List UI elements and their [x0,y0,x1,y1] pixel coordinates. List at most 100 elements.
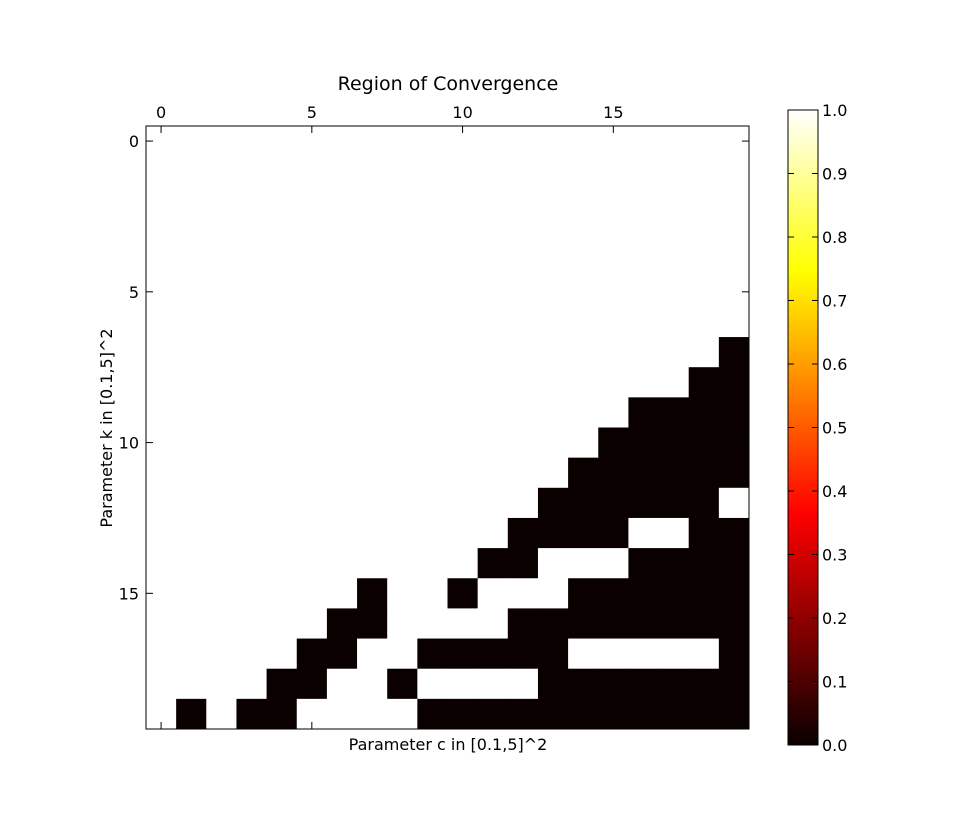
heatmap-cell [628,427,659,459]
heatmap-cell [236,487,267,519]
heatmap-cell [176,156,207,187]
heatmap-cell [568,578,599,609]
heatmap-cell [658,126,690,157]
heatmap-cell [628,156,659,187]
heatmap-cell [718,668,750,700]
heatmap-cell [236,156,267,187]
heatmap-cell [417,548,448,579]
heatmap-cell [507,668,539,700]
heatmap-cell [477,337,509,368]
heatmap-cell [628,397,659,428]
heatmap-cell [206,186,237,217]
heatmap-cell [206,156,237,187]
heatmap-cell [477,306,509,338]
heatmap-cell [326,337,358,368]
heatmap-cell [236,246,267,278]
heatmap-cell [598,246,629,278]
heatmap-cell [688,427,720,459]
heatmap-cell [417,397,448,428]
heatmap-cell [568,668,599,700]
heatmap-cell [357,668,388,700]
heatmap-cell [266,276,298,308]
heatmap-cell [447,216,479,247]
heatmap-cell [688,548,720,579]
heatmap-cell [206,427,237,459]
heatmap-cell [146,517,177,549]
heatmap-cell [417,427,448,459]
heatmap-cell [568,367,599,398]
heatmap-cell [266,306,298,338]
heatmap-cell [718,608,750,639]
heatmap-cell [357,578,388,609]
heatmap-cell [236,126,267,157]
heatmap-cell [447,548,479,579]
heatmap-cell [176,487,207,519]
y-tick-label: 15 [119,584,139,603]
heatmap-cell [718,246,750,278]
heatmap-cell [266,156,298,187]
heatmap-cell [598,427,629,459]
heatmap-cell [537,156,569,187]
heatmap-cell [176,216,207,247]
heatmap-cell [688,578,720,609]
heatmap-cell [176,608,207,639]
heatmap-cell [417,517,448,549]
heatmap-cell [357,216,388,247]
heatmap-cell [598,397,629,428]
heatmap-cell [477,246,509,278]
heatmap-cell [598,367,629,398]
heatmap-cell [176,126,207,157]
heatmap-cell [658,548,690,579]
heatmap-cell [266,246,298,278]
heatmap-cell [266,517,298,549]
heatmap-cells [146,126,750,730]
heatmap-cell [357,276,388,308]
heatmap-cell [206,246,237,278]
heatmap-cell [236,608,267,639]
heatmap-cell [628,487,659,519]
heatmap-cell [176,337,207,368]
heatmap-cell [387,698,418,730]
heatmap-cell [417,276,448,308]
heatmap-cell [507,306,539,338]
heatmap-cell [598,337,629,368]
heatmap-cell [417,337,448,368]
heatmap-cell [507,246,539,278]
heatmap-cell [236,638,267,670]
heatmap-cell [326,608,358,639]
heatmap-cell [206,548,237,579]
heatmap-cell [688,638,720,670]
heatmap-cell [598,216,629,247]
y-tick-label: 10 [119,434,139,453]
heatmap-cell [176,668,207,700]
heatmap-cell [387,517,418,549]
heatmap-cell [266,548,298,579]
colorbar-tick-label: 0.0 [822,736,847,755]
heatmap-cell [537,427,569,459]
heatmap-cell [507,457,539,489]
heatmap-cell [326,216,358,247]
heatmap-cell [417,246,448,278]
heatmap-cell [357,186,388,217]
heatmap-cell [146,548,177,579]
heatmap-cell [477,457,509,489]
heatmap-cell [296,578,328,609]
heatmap-cell [417,457,448,489]
heatmap-cell [146,367,177,398]
heatmap-cell [296,156,328,187]
heatmap-cell [326,638,358,670]
heatmap-cell [206,517,237,549]
heatmap-cell [296,216,328,247]
heatmap-cell [688,216,720,247]
heatmap-cell [417,156,448,187]
heatmap-cell [266,578,298,609]
heatmap-cell [296,186,328,217]
heatmap-cell [447,186,479,217]
heatmap-cell [658,517,690,549]
heatmap-cell [146,156,177,187]
heatmap-cell [176,306,207,338]
heatmap-cell [507,608,539,639]
heatmap-cell [688,126,720,157]
heatmap-cell [266,126,298,157]
heatmap-cell [387,306,418,338]
